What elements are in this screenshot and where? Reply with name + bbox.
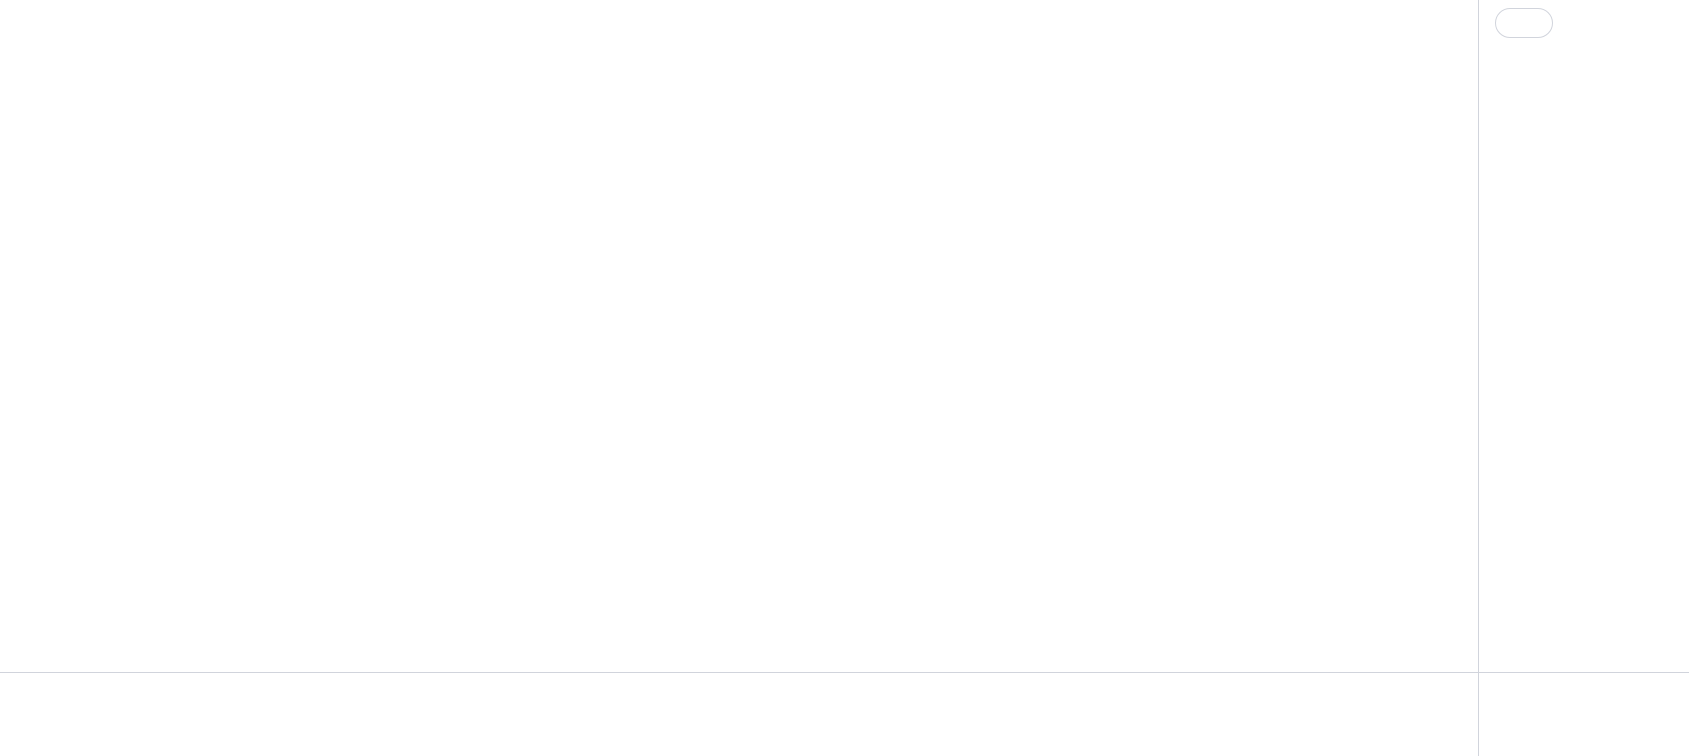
legend [10, 8, 46, 23]
currency-button[interactable] [1495, 8, 1553, 38]
time-axis[interactable] [0, 673, 1689, 756]
price-chart[interactable] [0, 0, 1478, 672]
price-axis[interactable] [1479, 0, 1689, 672]
axis-separator-horizontal [0, 672, 1689, 673]
axis-separator-vertical [1478, 0, 1479, 756]
